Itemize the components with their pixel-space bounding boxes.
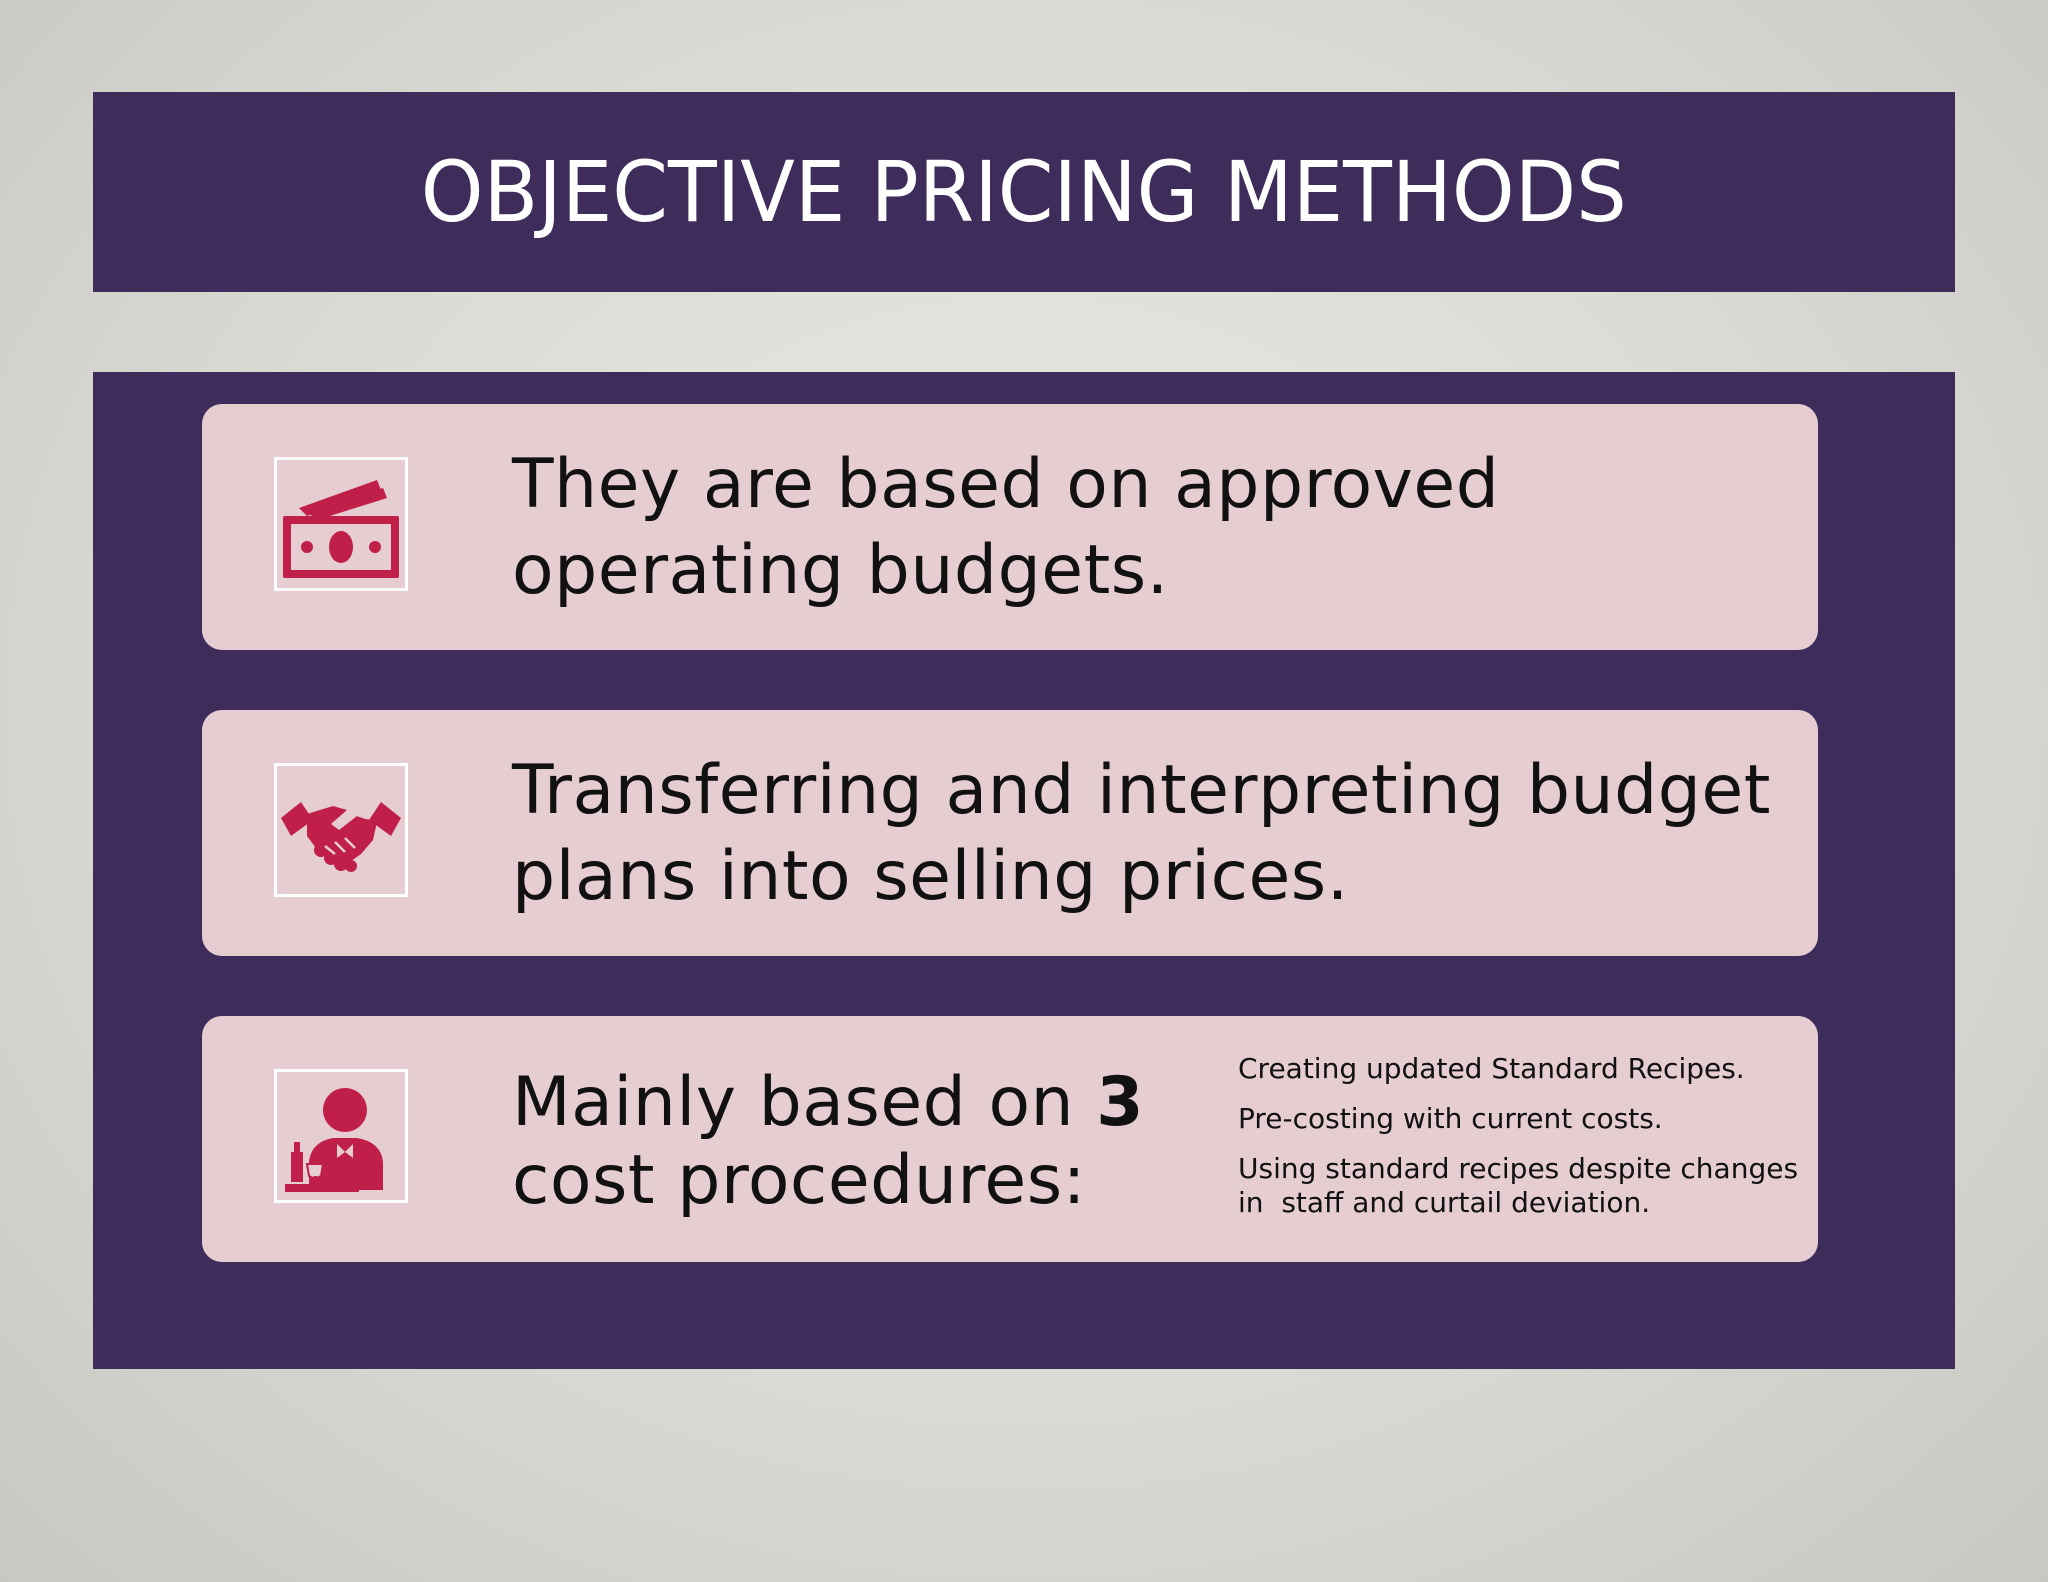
card-cost-procedures-text: Mainly based on 3 cost procedures: (512, 1064, 1202, 1220)
card-cost-procedures: Mainly based on 3 cost procedures: Creat… (202, 1016, 1818, 1262)
content-panel: They are based on approved operating bud… (93, 372, 1955, 1369)
waiter-icon (285, 1088, 383, 1192)
title-bar: OBJECTIVE PRICING METHODS (93, 92, 1955, 292)
card-selling-prices: Transferring and interpreting budget pla… (202, 710, 1818, 956)
card-cost-count: 3 (1096, 1063, 1145, 1142)
card-cost-text-before: Mainly based on (512, 1063, 1097, 1142)
slide-title: OBJECTIVE PRICING METHODS (420, 143, 1628, 241)
list-item: Pre-costing with current costs. (1238, 1102, 1663, 1135)
card-budgets-text: They are based on approved operating bud… (512, 445, 1500, 610)
list-item: Using standard recipes despite changes i… (1238, 1152, 1807, 1219)
handshake-icon-frame (274, 763, 408, 897)
card-cost-text-after: cost procedures: (512, 1141, 1087, 1220)
procedures-list: Creating updated Standard Recipes. Pre-c… (1238, 1052, 1808, 1236)
list-item: Creating updated Standard Recipes. (1238, 1052, 1745, 1085)
card-selling-prices-text: Transferring and interpreting budget pla… (512, 751, 1771, 916)
card-budgets: They are based on approved operating bud… (202, 404, 1818, 650)
money-icon-frame (274, 457, 408, 591)
money-icon (283, 480, 399, 578)
handshake-icon (281, 802, 401, 872)
waiter-icon-frame (274, 1069, 408, 1203)
